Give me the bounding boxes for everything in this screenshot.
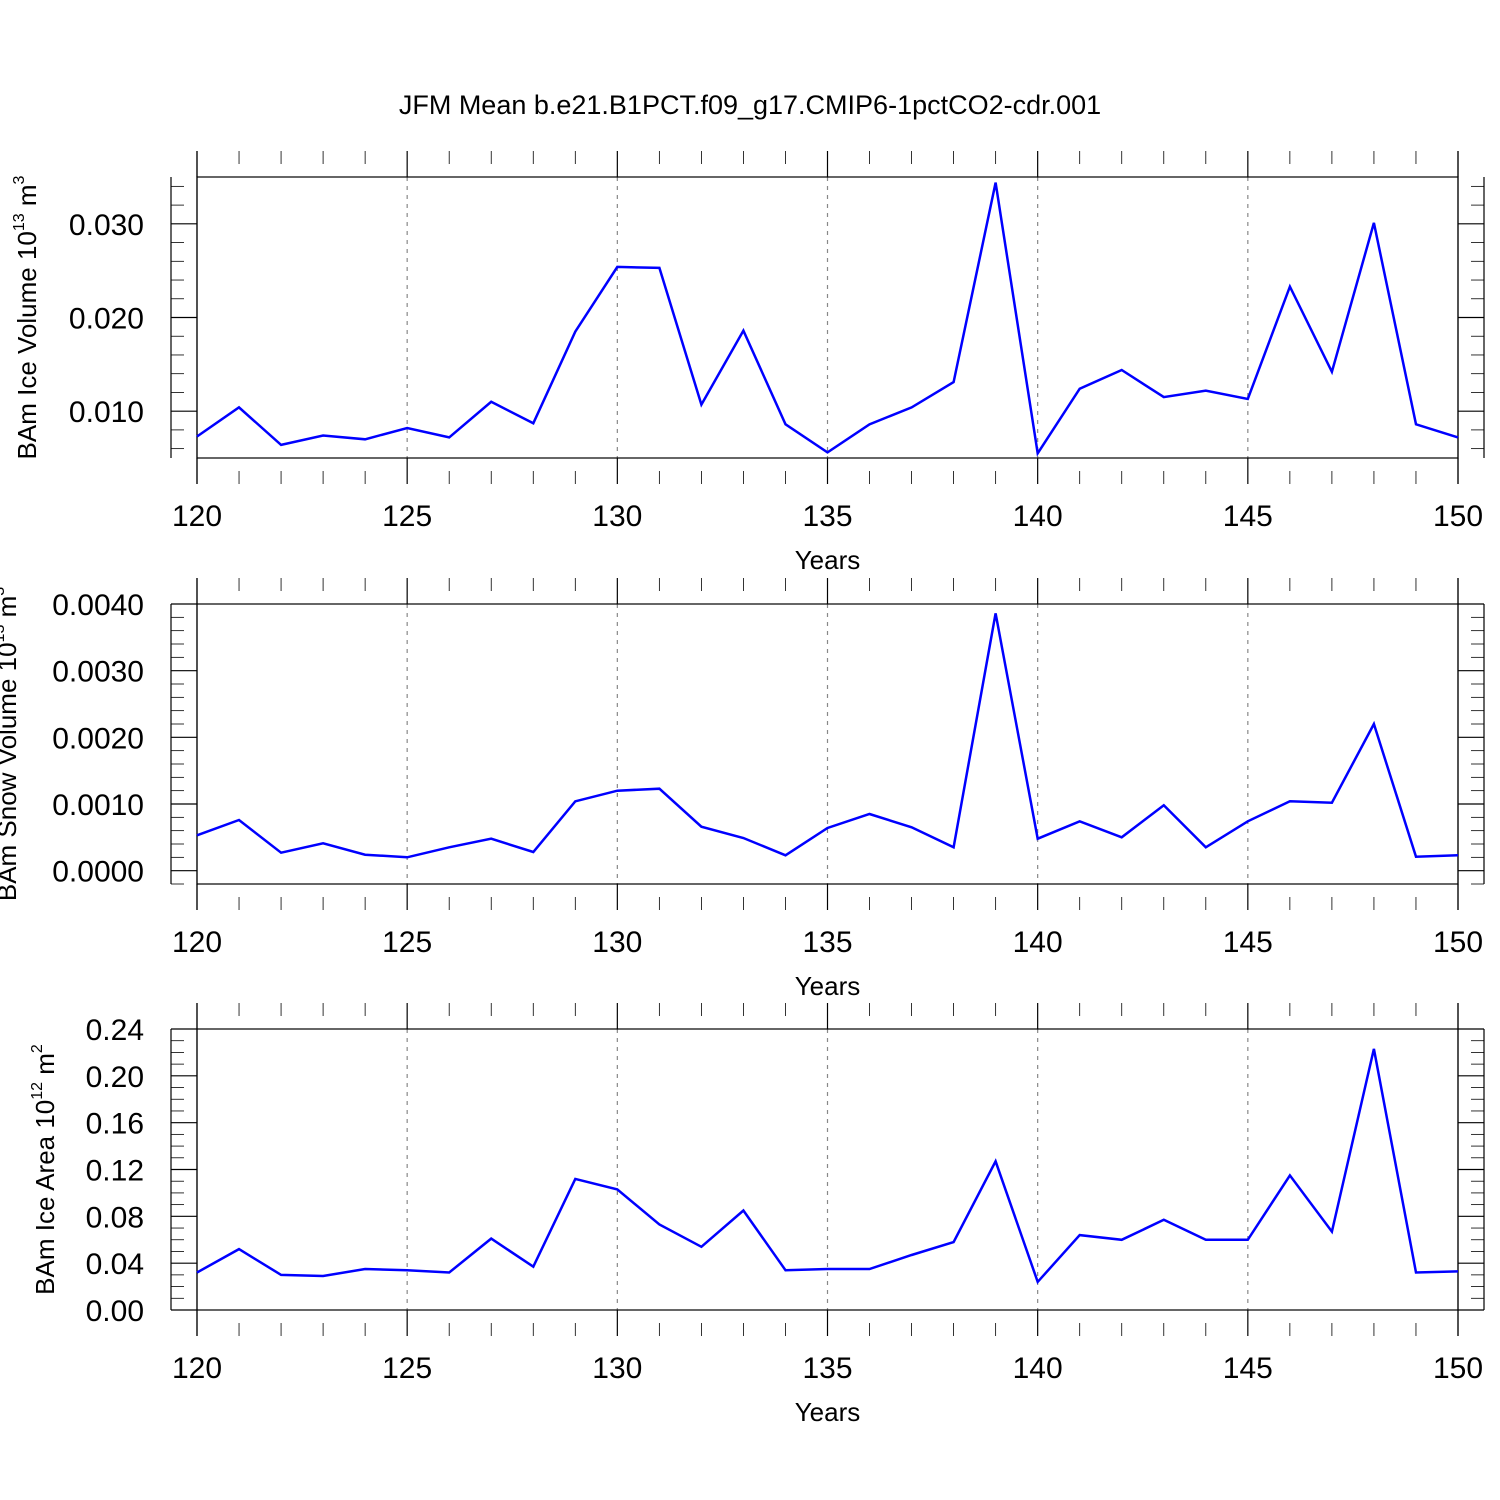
y-axis-label: BAm Snow Volume 1013 m3 (0, 587, 22, 901)
series-line (196, 613, 1459, 859)
x-tick-label: 135 (802, 500, 852, 533)
x-tick-label: 120 (172, 926, 222, 959)
x-tick-label: 120 (172, 500, 222, 533)
x-tick-label: 145 (1223, 926, 1273, 959)
y-label-text: BAm Snow Volume 10 (0, 642, 22, 901)
x-tick-label: 145 (1223, 1352, 1273, 1385)
y-tick-label: 0.12 (86, 1155, 144, 1188)
y-tick-label: 0.08 (86, 1201, 144, 1234)
y-label-unit-exponent: 2 (29, 1044, 46, 1053)
y-tick-label: 0.0000 (52, 856, 144, 889)
x-tick-label: 145 (1223, 500, 1273, 533)
y-tick-label: 0.04 (86, 1248, 144, 1281)
y-tick-label: 0.010 (69, 396, 144, 429)
y-tick-label: 0.24 (86, 1014, 144, 1047)
panel-2: 120 125 130 135 140 145 150 Years 0.0000 0.0010 0.… (0, 578, 1485, 1001)
y-tick-label: 0.020 (69, 303, 144, 336)
panel-1: 120 125 130 135 140 145 150 Years 0.010 0.020 0.03… (11, 151, 1485, 575)
plot-frame (196, 176, 1459, 459)
x-tick-label: 130 (592, 926, 642, 959)
y-label-exponent: 13 (0, 625, 8, 643)
x-tick-label: 135 (802, 1352, 852, 1385)
x-tick-label: 150 (1433, 926, 1483, 959)
x-axis-label: Years (795, 545, 861, 575)
y-label-text: BAm Ice Volume 10 (12, 231, 42, 459)
series-line (196, 1048, 1459, 1285)
y-tick-label: 0.0010 (52, 789, 144, 822)
figure-title: JFM Mean b.e21.B1PCT.f09_g17.CMIP6-1pctC… (399, 90, 1101, 120)
y-axis-label: BAm Ice Area 1012 m2 (29, 1044, 60, 1295)
y-tick-label: 0.00 (86, 1295, 144, 1328)
y-axis-label: BAm Ice Volume 1013 m3 (11, 175, 42, 459)
x-tick-label: 150 (1433, 1352, 1483, 1385)
x-tick-label: 140 (1013, 500, 1063, 533)
y-label-exponent: 12 (29, 1082, 46, 1100)
x-tick-label: 125 (382, 500, 432, 533)
y-tick-label: 0.16 (86, 1108, 144, 1141)
y-label-exponent: 13 (11, 213, 28, 231)
y-tick-label: 0.0020 (52, 722, 144, 755)
x-tick-label: 130 (592, 500, 642, 533)
x-axis-label: Years (795, 971, 861, 1001)
y-tick-label: 0.20 (86, 1061, 144, 1094)
y-tick-label: 0.0040 (52, 589, 144, 622)
y-label-unit: m (30, 1053, 60, 1082)
y-label-unit: m (12, 184, 42, 213)
x-tick-label: 140 (1013, 1352, 1063, 1385)
y-tick-label: 0.0030 (52, 656, 144, 689)
y-label-text: BAm Ice Area 10 (30, 1100, 60, 1295)
panels: 120 125 130 135 140 145 150 Years 0.010 0.020 0.03… (0, 151, 1485, 1427)
series-line (196, 182, 1459, 457)
y-tick-label: 0.030 (69, 209, 144, 242)
x-tick-label: 125 (382, 926, 432, 959)
y-label-unit-exponent: 3 (0, 587, 8, 596)
x-tick-label: 150 (1433, 500, 1483, 533)
y-label-unit: m (0, 596, 22, 625)
x-tick-label: 120 (172, 1352, 222, 1385)
x-tick-label: 125 (382, 1352, 432, 1385)
x-tick-label: 140 (1013, 926, 1063, 959)
y-label-unit-exponent: 3 (11, 175, 28, 184)
x-tick-label: 130 (592, 1352, 642, 1385)
x-tick-label: 135 (802, 926, 852, 959)
x-axis-label: Years (795, 1397, 861, 1427)
panel-3: 120 125 130 135 140 145 150 Years 0.00 0.04 0.08 0.… (29, 1003, 1485, 1427)
